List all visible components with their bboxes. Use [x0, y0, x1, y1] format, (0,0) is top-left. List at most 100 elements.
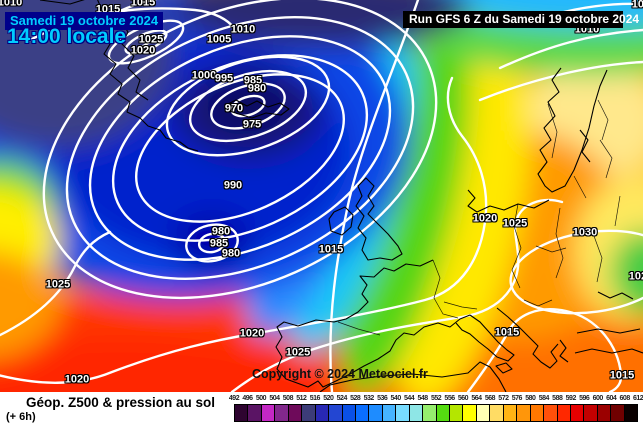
- scale-cell: [342, 405, 356, 421]
- pressure-label: 1025: [45, 278, 71, 291]
- scale-cell: [544, 405, 558, 421]
- time-label: 14:00 locale: [7, 25, 127, 48]
- scale-cell: [450, 405, 464, 421]
- scale-value: 580: [525, 395, 536, 402]
- pressure-label: 1020: [130, 44, 156, 57]
- scale-bar: [234, 404, 638, 422]
- scale-value: 500: [255, 395, 267, 402]
- scale-value: 552: [430, 395, 442, 402]
- scale-cell: [235, 405, 249, 421]
- pressure-label: 1010: [0, 0, 23, 9]
- pressure-labels-layer: 1010 1015 1015 1025 1020 1005 1010 1000 995 985 98…: [0, 0, 643, 386]
- pressure-label: 1010: [574, 23, 600, 36]
- scale-value: 516: [309, 395, 321, 402]
- scale-cell: [261, 405, 276, 421]
- pressure-label: 1010: [230, 23, 256, 36]
- pressure-label: 1025: [502, 217, 528, 230]
- pressure-label: 995: [214, 72, 234, 85]
- scale-cell: [329, 405, 343, 421]
- scale-cell: [369, 405, 383, 421]
- scale-cell: [382, 405, 397, 421]
- scale-cell: [463, 405, 477, 421]
- scale-value: 508: [282, 395, 294, 402]
- scale-value: 536: [377, 395, 388, 402]
- pressure-label: 980: [247, 82, 267, 95]
- pressure-label: 1025: [628, 270, 643, 283]
- scale-value: 512: [296, 395, 307, 402]
- copyright-text: Copyright © 2024 Meteociel.fr: [252, 367, 428, 381]
- scale-cell: [302, 405, 316, 421]
- pressure-label: 980: [221, 247, 241, 260]
- scale-cell: [396, 405, 410, 421]
- scale-value: 604: [606, 395, 617, 402]
- scale-cell: [315, 405, 330, 421]
- pressure-label: 1020: [472, 212, 498, 225]
- scale-value: 568: [484, 395, 496, 402]
- scale-value: 548: [417, 395, 428, 402]
- pressure-label: 1000: [191, 69, 217, 82]
- scale-cell: [570, 405, 585, 421]
- forecast-step-label: (+ 6h): [6, 411, 36, 423]
- pressure-label: 1015: [609, 369, 635, 382]
- scale-values: 492 496 500 504 508 512 516 520 524 528 532 536 540 5…: [229, 394, 643, 403]
- pressure-label: 975: [242, 118, 262, 131]
- scale-cell: [503, 405, 518, 421]
- scale-value: 564: [471, 395, 482, 402]
- scale-cell: [490, 405, 504, 421]
- pressure-label: 985: [209, 237, 229, 250]
- legend-strip: Géop. Z500 & pression au sol (+ 6h) 492 4…: [0, 392, 643, 428]
- pressure-label: 1025: [138, 33, 164, 46]
- scale-cell: [423, 405, 437, 421]
- scale-value: 596: [579, 395, 590, 402]
- scale-value: 492: [228, 395, 240, 402]
- scale-cell: [248, 405, 262, 421]
- scale-value: 528: [350, 395, 361, 402]
- scale-value: 544: [404, 395, 415, 402]
- scale-value: 600: [592, 395, 604, 402]
- scale-value: 572: [498, 395, 509, 402]
- pressure-label: 1015: [494, 326, 520, 339]
- scale-value: 576: [511, 395, 523, 402]
- scale-value: 540: [390, 395, 402, 402]
- scale-value: 608: [619, 395, 631, 402]
- product-label: Géop. Z500 & pression au sol: [26, 395, 216, 410]
- scale-cell: [476, 405, 491, 421]
- coastlines: [39, 0, 643, 392]
- pressure-label: 1020: [239, 327, 265, 340]
- pressure-label: 1015: [318, 243, 344, 256]
- scale-cell: [624, 405, 638, 421]
- scale-value: 592: [565, 395, 577, 402]
- scale-cell: [355, 405, 370, 421]
- scale-cell: [275, 405, 289, 421]
- isobar-lines: [0, 0, 643, 392]
- scale-value: 496: [242, 395, 253, 402]
- pressure-label: 1025: [285, 346, 311, 359]
- pressure-label: 1015: [130, 0, 156, 9]
- date-label: Samedi 19 octobre 2024: [5, 12, 164, 30]
- scale-cell: [611, 405, 625, 421]
- pressure-label: 985: [243, 74, 263, 87]
- map-canvas: 1010 1015 1015 1025 1020 1005 1010 1000 995 985 98…: [0, 0, 643, 392]
- scale-value: 524: [336, 395, 348, 402]
- pressure-label: 970: [224, 102, 244, 115]
- scale-value: 588: [552, 395, 563, 402]
- scale-cell: [584, 405, 598, 421]
- scale-cell: [557, 405, 571, 421]
- scale-cell: [517, 405, 531, 421]
- scale-value: 556: [444, 395, 455, 402]
- pressure-label: 1005: [206, 33, 232, 46]
- country-borders: [337, 99, 621, 336]
- scale-value: 612: [633, 395, 643, 402]
- pressure-label: 1020: [64, 373, 90, 386]
- scale-value: 504: [269, 395, 280, 402]
- pressure-label: 980: [211, 225, 231, 238]
- pressure-label: 1015: [95, 3, 121, 16]
- scale-value: 532: [363, 395, 375, 402]
- scale-value: 584: [538, 395, 550, 402]
- run-label: Run GFS 6 Z du Samedi 19 octobre 2024: [403, 11, 639, 28]
- scale-value: 560: [457, 395, 469, 402]
- scale-cell: [530, 405, 545, 421]
- scale-cell: [288, 405, 303, 421]
- scale-value: 520: [323, 395, 334, 402]
